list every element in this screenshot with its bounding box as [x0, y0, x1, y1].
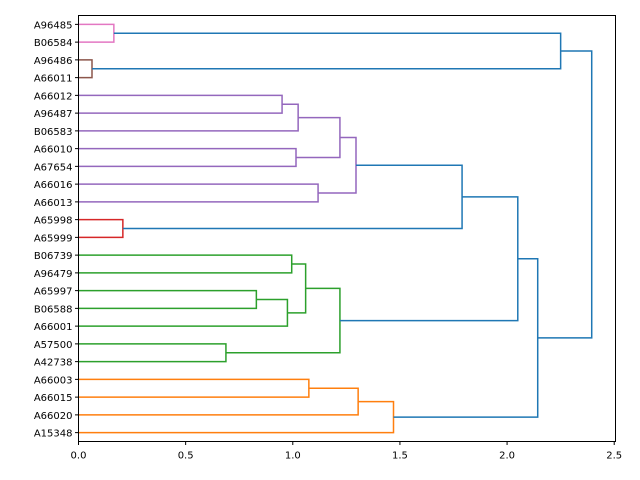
dendrogram-link — [287, 263, 307, 314]
leaf-label: A66012 — [34, 91, 73, 102]
leaf-label: A66011 — [34, 74, 73, 85]
leaf-label: B06583 — [34, 127, 73, 138]
dendrogram-link — [92, 32, 562, 70]
dendrogram-link — [225, 287, 341, 354]
leaf-label: A42738 — [34, 358, 73, 369]
x-tick-label: 2.5 — [606, 451, 622, 462]
dendrogram-link — [122, 164, 463, 230]
x-tick-label: 1.5 — [392, 451, 408, 462]
dendrogram-link — [78, 400, 395, 434]
leaf-label: A66003 — [34, 375, 73, 386]
dendrogram-link — [78, 289, 258, 310]
leaf-label: A96485 — [34, 20, 73, 31]
leaf-label: A65998 — [34, 216, 73, 227]
leaf-label: A57500 — [34, 340, 73, 351]
dendrogram-link — [78, 218, 124, 239]
x-axis-ticks: 0.0 0.5 1.0 1.5 2.0 2.5 — [71, 441, 622, 462]
leaf-label: A66020 — [34, 411, 73, 422]
dendrogram-link — [78, 23, 115, 43]
dendrogram-link — [78, 59, 93, 79]
leaf-label: A65999 — [34, 233, 73, 244]
leaf-label: A96487 — [34, 109, 73, 120]
leaf-label: A67654 — [34, 162, 73, 173]
leaf-label: A66001 — [34, 322, 73, 333]
dendrogram-link — [393, 257, 539, 418]
leaf-labels: A96485 B06584 A96486 A66011 A66012 A96487 B065… — [34, 20, 79, 440]
dendrogram-link — [318, 136, 357, 194]
dendrogram-link — [78, 94, 283, 114]
dendrogram-link — [537, 50, 593, 339]
leaf-label: A65997 — [34, 287, 73, 298]
leaf-label: B06584 — [34, 38, 73, 49]
plot-frame — [78, 15, 616, 442]
leaf-label: A66013 — [34, 198, 73, 209]
leaf-label: A66015 — [34, 393, 73, 404]
dendrogram-link — [78, 254, 293, 274]
x-tick-label: 0.0 — [71, 451, 87, 462]
dendrogram-link — [78, 378, 310, 398]
leaf-label: A96479 — [34, 269, 73, 280]
dendrogram-link — [78, 103, 299, 132]
leaf-label: B06739 — [34, 251, 73, 262]
dendrogram-links — [78, 23, 593, 434]
x-tick-label: 1.0 — [285, 451, 301, 462]
leaf-label: A66016 — [34, 180, 73, 191]
x-tick-label: 0.5 — [178, 451, 194, 462]
leaf-label: B06588 — [34, 304, 73, 315]
dendrogram-link — [78, 387, 359, 416]
leaf-label: A66010 — [34, 145, 73, 156]
dendrogram-link — [78, 343, 227, 363]
leaf-label: A96486 — [34, 56, 73, 67]
x-tick-label: 2.0 — [499, 451, 515, 462]
dendrogram-link — [78, 183, 319, 203]
dendrogram-link — [296, 116, 341, 159]
leaf-label: A15348 — [34, 429, 73, 440]
dendrogram-link — [78, 147, 297, 168]
dendrogram-link — [339, 196, 519, 322]
